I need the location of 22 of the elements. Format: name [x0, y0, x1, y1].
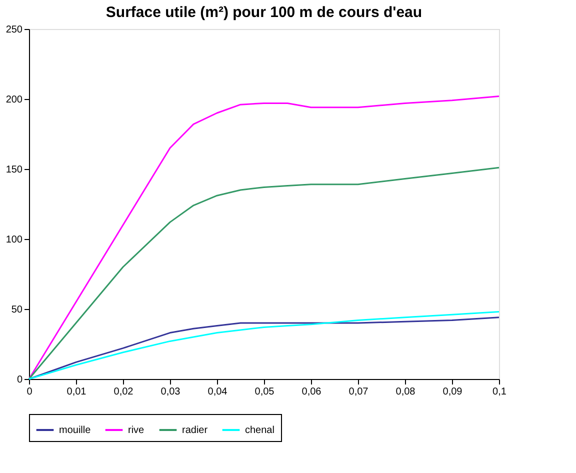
legend-label: chenal: [245, 425, 274, 436]
x-tick-label: 0,02: [114, 386, 134, 398]
x-tick-label: 0,07: [348, 386, 369, 398]
legend-label: radier: [182, 425, 208, 436]
legend-label: rive: [128, 425, 145, 436]
x-tick-label: 0,08: [396, 386, 416, 398]
y-tick-label: 250: [6, 24, 23, 36]
x-tick-label: 0,05: [254, 386, 275, 398]
y-tick-label: 200: [6, 94, 23, 106]
chart-title: Surface utile (m²) pour 100 m de cours d'eau: [106, 4, 422, 21]
x-tick-label: 0: [26, 386, 33, 398]
x-tick-label: 0,1: [492, 386, 507, 398]
x-tick-label: 0,06: [302, 386, 322, 398]
y-tick-label: 150: [6, 164, 23, 176]
y-tick-label: 50: [11, 304, 23, 316]
x-tick-label: 0,09: [442, 386, 463, 398]
y-tick-label: 100: [6, 234, 23, 246]
legend-label: mouille: [59, 425, 92, 436]
x-tick-label: 0,04: [208, 386, 228, 398]
x-tick-label: 0,03: [160, 386, 181, 398]
y-tick-label: 0: [16, 374, 23, 386]
x-tick-label: 0,01: [66, 386, 87, 398]
